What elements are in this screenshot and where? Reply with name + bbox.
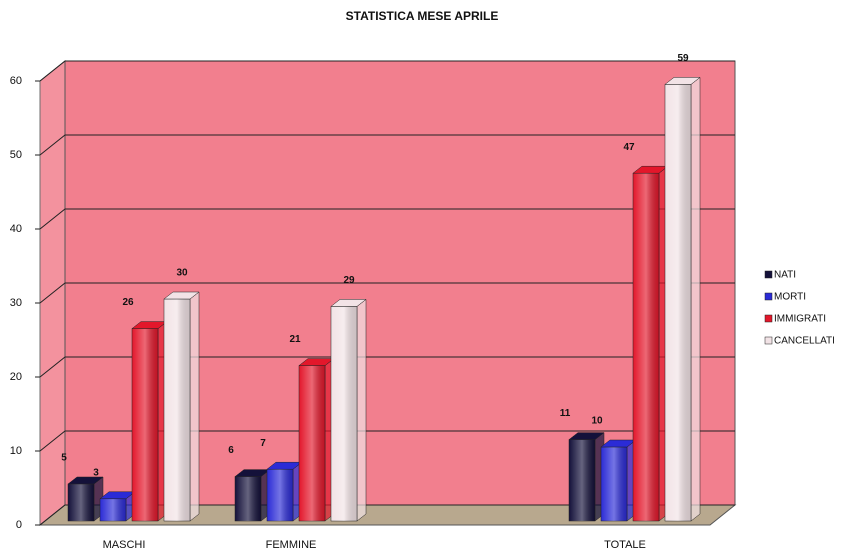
- grid-line: [39, 430, 735, 452]
- y-tick-label: 30: [10, 297, 22, 309]
- x-tick-label: TOTALE: [604, 539, 646, 551]
- grid-line: [39, 60, 735, 82]
- bar-side: [690, 76, 701, 522]
- bar-shine: [331, 306, 357, 521]
- grid-line: [39, 134, 735, 156]
- y-tick-label: 50: [10, 149, 22, 161]
- bar-shine: [132, 328, 158, 521]
- grid-line: [39, 282, 735, 304]
- x-tick-label: MASCHI: [103, 539, 146, 551]
- value-label: 3: [93, 467, 99, 478]
- bar-top: [67, 476, 104, 485]
- y-tick-label: 10: [10, 445, 22, 457]
- legend-label: CANCELLATI: [774, 336, 835, 347]
- value-label: 59: [677, 53, 689, 64]
- value-label: 11: [560, 408, 571, 419]
- grid-line: [39, 504, 735, 526]
- y-tick-label: 0: [16, 519, 22, 531]
- bar-side: [189, 291, 200, 522]
- bar-top: [163, 291, 200, 300]
- value-label: 47: [623, 142, 635, 153]
- value-label: 30: [176, 268, 188, 279]
- x-tick-label: FEMMINE: [266, 539, 317, 551]
- bar-top: [664, 77, 701, 85]
- chart-title: STATISTICA MESE APRILE: [346, 9, 499, 23]
- legend-label: NATI: [774, 270, 796, 281]
- bar-top: [330, 299, 367, 307]
- value-label: 7: [260, 438, 266, 449]
- bar-shine: [164, 299, 190, 521]
- value-label: 5: [61, 453, 67, 464]
- grid-line: [39, 208, 735, 230]
- bar-shine: [569, 439, 595, 521]
- legend-label: MORTI: [774, 292, 806, 303]
- legend-swatch: [764, 292, 773, 301]
- value-label: 29: [343, 275, 355, 286]
- y-tick-label: 60: [10, 75, 22, 87]
- bar-shine: [235, 476, 261, 521]
- bar-shine: [665, 84, 691, 522]
- grid-line: [39, 356, 735, 378]
- value-label: 6: [228, 445, 234, 456]
- bar-shine: [633, 173, 659, 521]
- bar-shine: [68, 484, 94, 521]
- legend-label: IMMIGRATI: [774, 314, 826, 325]
- value-label: 26: [122, 297, 134, 308]
- legend-swatch: [764, 270, 773, 279]
- value-label: 10: [591, 416, 603, 427]
- bar-shine: [601, 447, 627, 521]
- bar-side: [356, 298, 367, 522]
- bar-shine: [299, 365, 325, 521]
- y-tick-label: 20: [10, 371, 22, 383]
- bar-shine: [100, 498, 126, 521]
- bar-top: [568, 432, 605, 440]
- y-tick-label: 40: [10, 223, 22, 235]
- legend-swatch: [764, 336, 773, 345]
- legend-swatch: [764, 314, 773, 323]
- value-label: 21: [289, 334, 301, 345]
- bar-shine: [267, 469, 293, 521]
